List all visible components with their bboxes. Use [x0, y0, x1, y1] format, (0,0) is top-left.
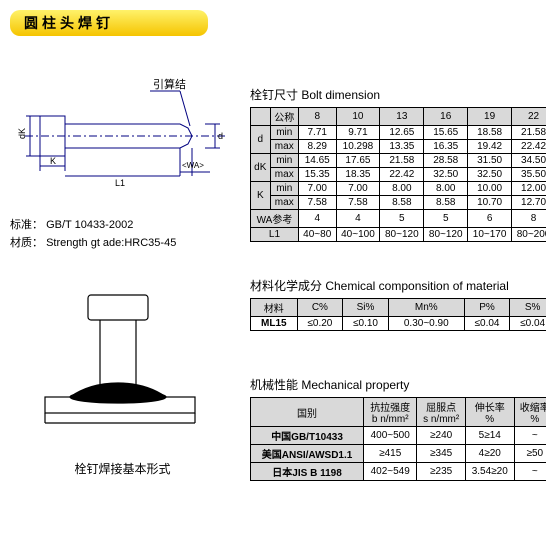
weld-form-diagram: 栓钉焊接基本形式 [10, 285, 235, 477]
material-value: Strength gt ade:HRC35-45 [46, 237, 176, 249]
page-title: 圆柱头焊钉 [10, 10, 208, 36]
svg-text:<WA>: <WA> [182, 161, 204, 170]
chem-title: 材料化学成分 Chemical componsition of material [250, 277, 546, 294]
bolt-dimension-table: 公称81013161922dmin7.719.7112.6515.6518.58… [250, 107, 546, 242]
bolt-dim-title: 栓钉尺寸 Bolt dimension [250, 86, 546, 103]
standard-label: 标准： [10, 219, 43, 231]
standard-line: 标准： GB/T 10433-2002 [10, 216, 235, 232]
standard-value: GB/T 10433-2002 [46, 219, 133, 231]
svg-text:L1: L1 [115, 178, 125, 188]
chemical-table: 材料C%Si%Mn%P%S%ML15≤0.20≤0.100.30~0.90≤0.… [250, 298, 546, 331]
svg-text:K: K [50, 156, 56, 166]
svg-text:引算结: 引算结 [153, 77, 186, 91]
svg-text:dK: dK [17, 128, 27, 139]
weld-caption: 栓钉焊接基本形式 [10, 460, 235, 477]
material-line: 材质： Strength gt ade:HRC35-45 [10, 234, 235, 250]
mech-title: 机械性能 Mechanical property [250, 376, 546, 393]
svg-text:d: d [218, 131, 223, 141]
bolt-side-diagram: dK K L1 <WA> d 引算结 [10, 76, 235, 206]
material-label: 材质： [10, 237, 43, 249]
mechanical-table: 国别抗拉强度b n/mm²屈服点s n/mm²伸长率%收缩率%中国GB/T104… [250, 397, 546, 481]
